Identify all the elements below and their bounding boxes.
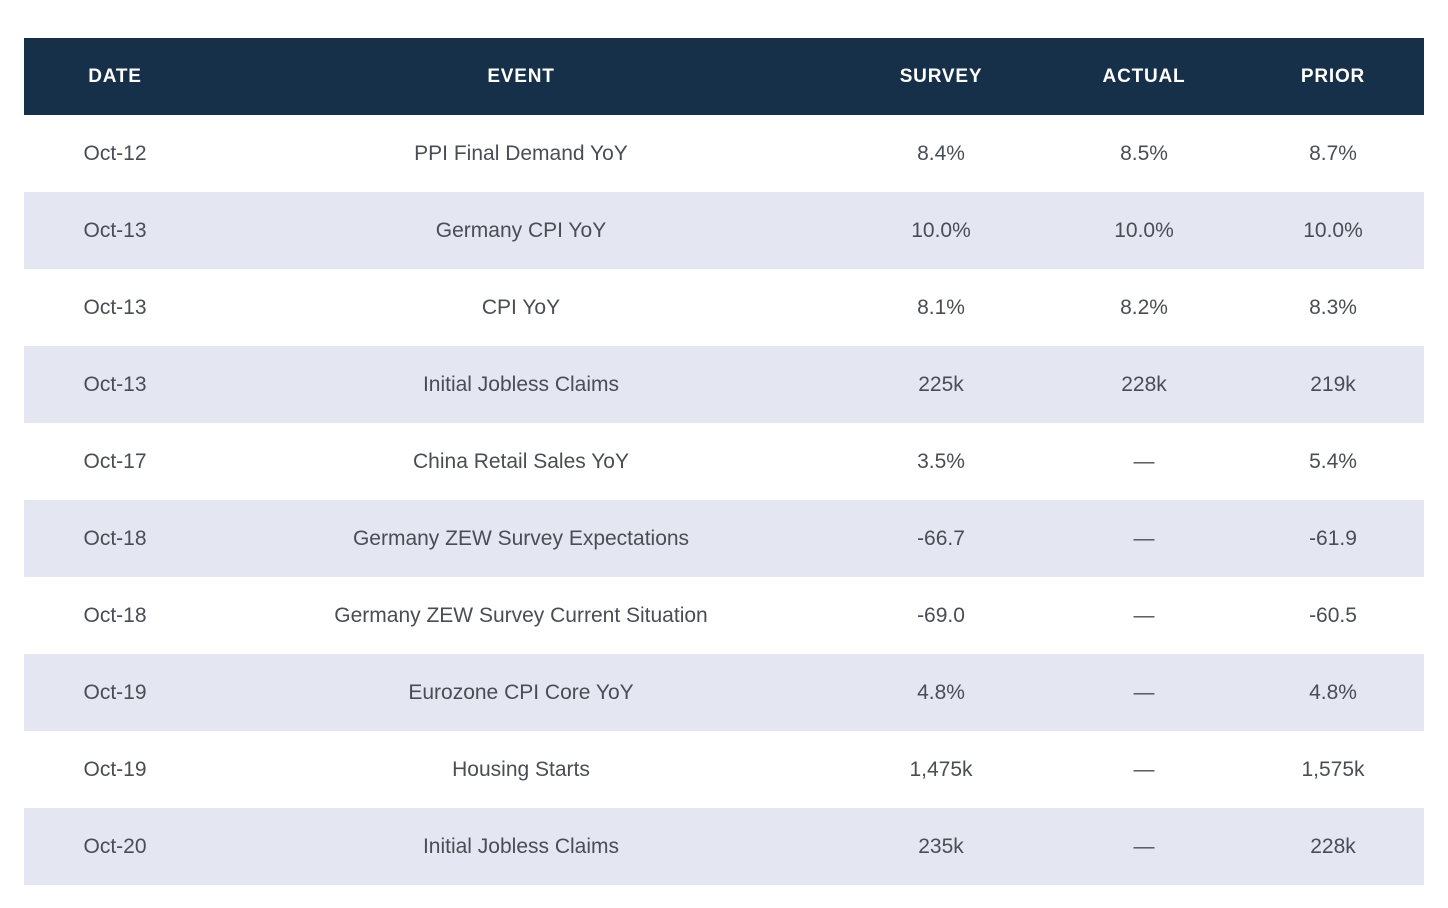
- cell-prior: 228k: [1242, 808, 1424, 885]
- cell-survey: 1,475k: [836, 731, 1046, 808]
- column-header-survey: SURVEY: [836, 38, 1046, 115]
- cell-date: Oct-19: [24, 654, 206, 731]
- table-row: Oct-19 Eurozone CPI Core YoY 4.8% — 4.8%: [24, 654, 1424, 731]
- cell-event: Germany ZEW Survey Current Situation: [206, 577, 836, 654]
- cell-date: Oct-12: [24, 115, 206, 192]
- cell-prior: 219k: [1242, 346, 1424, 423]
- cell-survey: 10.0%: [836, 192, 1046, 269]
- cell-prior: 5.4%: [1242, 423, 1424, 500]
- table-row: Oct-12 PPI Final Demand YoY 8.4% 8.5% 8.…: [24, 115, 1424, 192]
- table-row: Oct-13 Germany CPI YoY 10.0% 10.0% 10.0%: [24, 192, 1424, 269]
- column-header-event: EVENT: [206, 38, 836, 115]
- cell-date: Oct-20: [24, 808, 206, 885]
- cell-prior: -61.9: [1242, 500, 1424, 577]
- table-row: Oct-19 Housing Starts 1,475k — 1,575k: [24, 731, 1424, 808]
- cell-actual: 8.5%: [1046, 115, 1242, 192]
- cell-prior: 1,575k: [1242, 731, 1424, 808]
- cell-date: Oct-19: [24, 731, 206, 808]
- cell-event: Eurozone CPI Core YoY: [206, 654, 836, 731]
- column-header-actual: ACTUAL: [1046, 38, 1242, 115]
- table-header: DATE EVENT SURVEY ACTUAL PRIOR: [24, 38, 1424, 115]
- cell-actual: 8.2%: [1046, 269, 1242, 346]
- cell-survey: 3.5%: [836, 423, 1046, 500]
- table-row: Oct-13 CPI YoY 8.1% 8.2% 8.3%: [24, 269, 1424, 346]
- column-header-date: DATE: [24, 38, 206, 115]
- cell-prior: 10.0%: [1242, 192, 1424, 269]
- cell-prior: 8.7%: [1242, 115, 1424, 192]
- economic-calendar-table: DATE EVENT SURVEY ACTUAL PRIOR Oct-12 PP…: [24, 38, 1424, 885]
- cell-date: Oct-17: [24, 423, 206, 500]
- cell-date: Oct-13: [24, 346, 206, 423]
- cell-date: Oct-13: [24, 269, 206, 346]
- cell-event: PPI Final Demand YoY: [206, 115, 836, 192]
- cell-event: CPI YoY: [206, 269, 836, 346]
- cell-date: Oct-18: [24, 500, 206, 577]
- cell-prior: 4.8%: [1242, 654, 1424, 731]
- cell-survey: -69.0: [836, 577, 1046, 654]
- cell-survey: 8.1%: [836, 269, 1046, 346]
- cell-actual: —: [1046, 500, 1242, 577]
- cell-actual: —: [1046, 731, 1242, 808]
- cell-survey: -66.7: [836, 500, 1046, 577]
- table-body: Oct-12 PPI Final Demand YoY 8.4% 8.5% 8.…: [24, 115, 1424, 885]
- cell-survey: 225k: [836, 346, 1046, 423]
- cell-actual: 228k: [1046, 346, 1242, 423]
- cell-event: Initial Jobless Claims: [206, 346, 836, 423]
- cell-survey: 8.4%: [836, 115, 1046, 192]
- table-row: Oct-18 Germany ZEW Survey Current Situat…: [24, 577, 1424, 654]
- cell-actual: —: [1046, 577, 1242, 654]
- cell-event: Germany CPI YoY: [206, 192, 836, 269]
- cell-actual: —: [1046, 654, 1242, 731]
- table-row: Oct-20 Initial Jobless Claims 235k — 228…: [24, 808, 1424, 885]
- table-row: Oct-13 Initial Jobless Claims 225k 228k …: [24, 346, 1424, 423]
- cell-prior: -60.5: [1242, 577, 1424, 654]
- cell-date: Oct-13: [24, 192, 206, 269]
- cell-actual: 10.0%: [1046, 192, 1242, 269]
- cell-event: China Retail Sales YoY: [206, 423, 836, 500]
- cell-date: Oct-18: [24, 577, 206, 654]
- header-row: DATE EVENT SURVEY ACTUAL PRIOR: [24, 38, 1424, 115]
- cell-event: Housing Starts: [206, 731, 836, 808]
- cell-actual: —: [1046, 808, 1242, 885]
- cell-prior: 8.3%: [1242, 269, 1424, 346]
- cell-survey: 235k: [836, 808, 1046, 885]
- cell-event: Initial Jobless Claims: [206, 808, 836, 885]
- cell-event: Germany ZEW Survey Expectations: [206, 500, 836, 577]
- cell-survey: 4.8%: [836, 654, 1046, 731]
- table-row: Oct-17 China Retail Sales YoY 3.5% — 5.4…: [24, 423, 1424, 500]
- column-header-prior: PRIOR: [1242, 38, 1424, 115]
- cell-actual: —: [1046, 423, 1242, 500]
- table-row: Oct-18 Germany ZEW Survey Expectations -…: [24, 500, 1424, 577]
